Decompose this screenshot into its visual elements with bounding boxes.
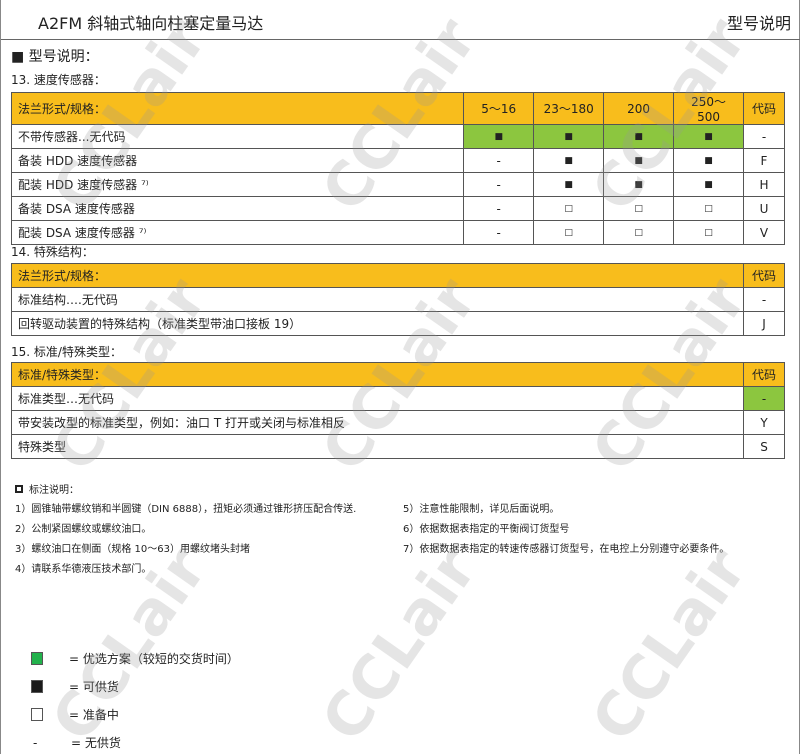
- white-square-icon: [31, 708, 43, 721]
- row-label: 备装 DSA 速度传感器: [10, 196, 465, 221]
- table-row: 特殊类型 S: [10, 434, 785, 459]
- cell: Y: [743, 410, 785, 435]
- special-structure-table: 法兰形式/规格： 代码 标准结构….无代码 - 回转驱动装置的特殊结构（标准类型带油口接…: [10, 263, 785, 336]
- column-header: 法兰形式/规格：: [10, 263, 745, 288]
- cell: ■: [533, 124, 605, 149]
- note: 6）依据数据表指定的平衡阀订货型号: [403, 524, 570, 535]
- header-row: 法兰形式/规格： 代码: [10, 263, 785, 288]
- row-label: 特殊类型: [10, 434, 745, 459]
- cell: □: [603, 196, 675, 221]
- legend-text: = 准备中: [69, 708, 119, 722]
- cell: □: [533, 220, 605, 245]
- notes-title-text: 标注说明：: [29, 485, 79, 496]
- green-square-icon: [31, 652, 43, 665]
- table-row: 配装 HDD 速度传感器 ⁷⁾ - ■ ■ ■ H: [10, 172, 785, 197]
- column-header: 250～500: [673, 92, 744, 125]
- column-header: 200: [603, 92, 675, 125]
- note: 5）注意性能限制，详见后面说明。: [403, 504, 560, 515]
- column-header: 代码: [743, 92, 785, 125]
- legend-item: = 优选方案（较短的交货时间）: [31, 650, 239, 667]
- watermark: CCLair: [308, 536, 491, 754]
- row-label: 配装 HDD 速度传感器 ⁷⁾: [10, 172, 465, 197]
- table-row: 备装 HDD 速度传感器 - ■ ■ ■ F: [10, 148, 785, 173]
- row-label: 带安装改型的标准类型，例如：油口 T 打开或关闭与标准相反: [10, 410, 745, 435]
- cell: F: [743, 148, 785, 173]
- legend-text: = 无供货: [71, 736, 121, 750]
- notes-title: 标注说明：: [15, 481, 79, 496]
- column-header: 5～16: [463, 92, 535, 125]
- cell: □: [603, 220, 675, 245]
- cell: -: [463, 148, 535, 173]
- cell: □: [533, 196, 605, 221]
- header-row: 标准/特殊类型： 代码: [10, 362, 785, 387]
- table-row: 标准结构….无代码 -: [10, 287, 785, 312]
- cell: ■: [603, 148, 675, 173]
- cell: -: [463, 172, 535, 197]
- cell: ■: [603, 172, 675, 197]
- section-title: 型号说明: [726, 14, 791, 33]
- note: 2）公制紧固螺纹或螺纹油口。: [15, 524, 152, 535]
- cell: -: [743, 287, 785, 312]
- row-label: 备装 HDD 速度传感器: [10, 148, 465, 173]
- header-row: 法兰形式/规格： 5～16 23～180 200 250～500 代码: [10, 92, 785, 125]
- row-label: 标准类型…无代码: [10, 386, 745, 411]
- legend-text: = 可供货: [69, 680, 119, 694]
- note: 1）圆锥轴带螺纹销和半圆键（DIN 6888），扭矩必须通过锥形挤压配合传送.: [15, 504, 357, 515]
- row-label: 标准结构….无代码: [10, 287, 745, 312]
- cell: H: [743, 172, 785, 197]
- legend-item: = 可供货: [31, 678, 119, 695]
- column-header: 代码: [743, 362, 785, 387]
- cell: ■: [673, 148, 744, 173]
- table-row: 标准类型…无代码 -: [10, 386, 785, 411]
- row-label: 配装 DSA 速度传感器 ⁷⁾: [10, 220, 465, 245]
- row-label: 不带传感器...无代码: [10, 124, 465, 149]
- watermark: CCLair: [578, 536, 761, 754]
- legend-item: = 准备中: [31, 706, 119, 723]
- s13-title: 13. 速度传感器：: [11, 73, 106, 87]
- heading: ■ 型号说明：: [11, 49, 99, 65]
- cell: □: [673, 220, 744, 245]
- cell: -: [743, 386, 785, 411]
- cell: J: [743, 311, 785, 336]
- table-row: 备装 DSA 速度传感器 - □ □ □ U: [10, 196, 785, 221]
- type-table: 标准/特殊类型： 代码 标准类型…无代码 - 带安装改型的标准类型，例如：油口 T 打开…: [10, 362, 785, 459]
- table-row: 回转驱动装置的特殊结构（标准类型带油口接板 19） J: [10, 311, 785, 336]
- page-header: A2FM 斜轴式轴向柱塞定量马达 型号说明: [1, 0, 800, 40]
- column-header: 法兰形式/规格：: [10, 92, 465, 125]
- cell: ■: [673, 172, 744, 197]
- dash-icon: -: [33, 735, 38, 750]
- cell: ■: [533, 172, 605, 197]
- s15-title: 15. 标准/特殊类型：: [11, 345, 122, 359]
- black-square-icon: [31, 680, 43, 693]
- cell: S: [743, 434, 785, 459]
- table-row: 配装 DSA 速度传感器 ⁷⁾ - □ □ □ V: [10, 220, 785, 245]
- cell: ■: [463, 124, 535, 149]
- column-header: 23～180: [533, 92, 605, 125]
- cell: -: [463, 196, 535, 221]
- speed-sensor-table: 法兰形式/规格： 5～16 23～180 200 250～500 代码 不带传感器...无代…: [10, 92, 785, 245]
- note: 7）依据数据表指定的转速传感器订货型号，在电控上分别遵守必要条件。: [403, 544, 730, 555]
- cell: -: [463, 220, 535, 245]
- cell: □: [673, 196, 744, 221]
- legend-item: - = 无供货: [31, 734, 121, 751]
- column-header: 代码: [743, 263, 785, 288]
- row-label: 回转驱动装置的特殊结构（标准类型带油口接板 19）: [10, 311, 745, 336]
- s14-title: 14. 特殊结构：: [11, 245, 94, 259]
- cell: ■: [673, 124, 744, 149]
- cell: U: [743, 196, 785, 221]
- note: 3）螺纹油口在侧面（规格 10～63）用螺纹堵头封堵: [15, 544, 250, 555]
- table-row: 不带传感器...无代码 ■ ■ ■ ■ -: [10, 124, 785, 149]
- legend-text: = 优选方案（较短的交货时间）: [69, 652, 239, 666]
- cell: V: [743, 220, 785, 245]
- square-icon: [15, 484, 23, 493]
- cell: -: [743, 124, 785, 149]
- column-header: 标准/特殊类型：: [10, 362, 745, 387]
- note: 4）请联系华德液压技术部门。: [15, 564, 152, 575]
- table-row: 带安装改型的标准类型，例如：油口 T 打开或关闭与标准相反 Y: [10, 410, 785, 435]
- cell: ■: [603, 124, 675, 149]
- cell: ■: [533, 148, 605, 173]
- page-title: A2FM 斜轴式轴向柱塞定量马达: [38, 14, 264, 33]
